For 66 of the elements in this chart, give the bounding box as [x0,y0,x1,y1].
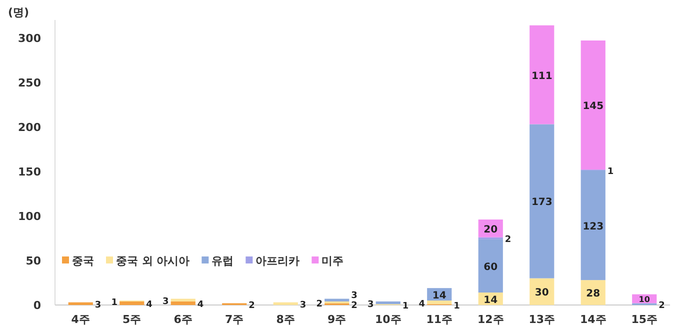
y-tick-label: 250 [18,76,42,90]
data-label: 10 [638,294,650,304]
data-label: 4 [197,300,204,310]
x-tick-label: 12주 [477,313,504,326]
x-tick-label: 4주 [71,313,90,326]
legend-label: 중국 외 아시아 [116,254,190,268]
y-axis-title: (명) [8,6,30,19]
x-tick-label: 5주 [122,313,142,326]
data-label: 145 [582,101,604,112]
data-label: 20 [484,224,498,236]
data-label: 14 [432,290,446,302]
y-tick-label: 150 [18,165,42,178]
legend-label: 아프리카 [256,254,300,268]
bar [478,239,503,293]
data-label: 4 [418,299,426,310]
legend-label: 중국 [72,254,94,268]
legend-label: 미주 [322,254,344,268]
data-label: 173 [531,197,552,208]
bar [580,170,606,280]
data-label: 2 [658,301,665,312]
data-label: 3 [351,291,358,302]
x-tick-label: 15주 [631,313,658,326]
data-label: 4 [146,300,152,310]
bar [580,40,606,170]
bar [120,301,144,305]
data-label: 3 [162,297,169,308]
x-tick-label: 8주 [276,313,295,326]
data-label: 1 [111,298,118,308]
y-tick-label: 200 [18,120,42,134]
data-label: 2 [316,299,323,310]
y-tick-label: 100 [18,210,42,223]
bar [530,124,554,278]
data-label: 123 [582,221,604,232]
data-label: 28 [586,288,600,300]
data-label: 3 [368,300,374,310]
bar [170,301,196,305]
bar [273,302,298,305]
x-tick-label: 6주 [174,313,192,326]
bar [376,301,400,304]
data-label: 2 [248,301,255,312]
bar [170,298,196,302]
legend-label: 유럽 [212,254,234,268]
y-tick-label: 50 [26,254,42,268]
data-label: 1 [454,302,460,312]
y-tick-label: 0 [33,299,42,312]
x-tick-label: 10주 [374,313,402,326]
x-tick-label: 9주 [328,313,346,326]
data-label: 14 [484,294,498,306]
data-label: 2 [504,235,512,246]
bar [427,300,452,304]
data-label: 111 [531,70,552,82]
y-tick-label: 300 [18,32,42,45]
bar [68,302,93,305]
x-tick-label: 11주 [426,313,453,326]
bar [324,298,350,302]
x-tick-label: 13주 [528,313,556,326]
data-label: 3 [300,300,306,311]
data-label: 1 [607,167,614,178]
data-label: 30 [534,288,549,299]
x-tick-label: 14주 [580,313,606,326]
data-label: 2 [351,301,358,312]
data-label: 60 [484,262,498,273]
x-tick-label: 7주 [225,313,244,326]
data-label: 1 [402,302,409,312]
bar [530,25,554,124]
data-label: 3 [94,300,102,311]
